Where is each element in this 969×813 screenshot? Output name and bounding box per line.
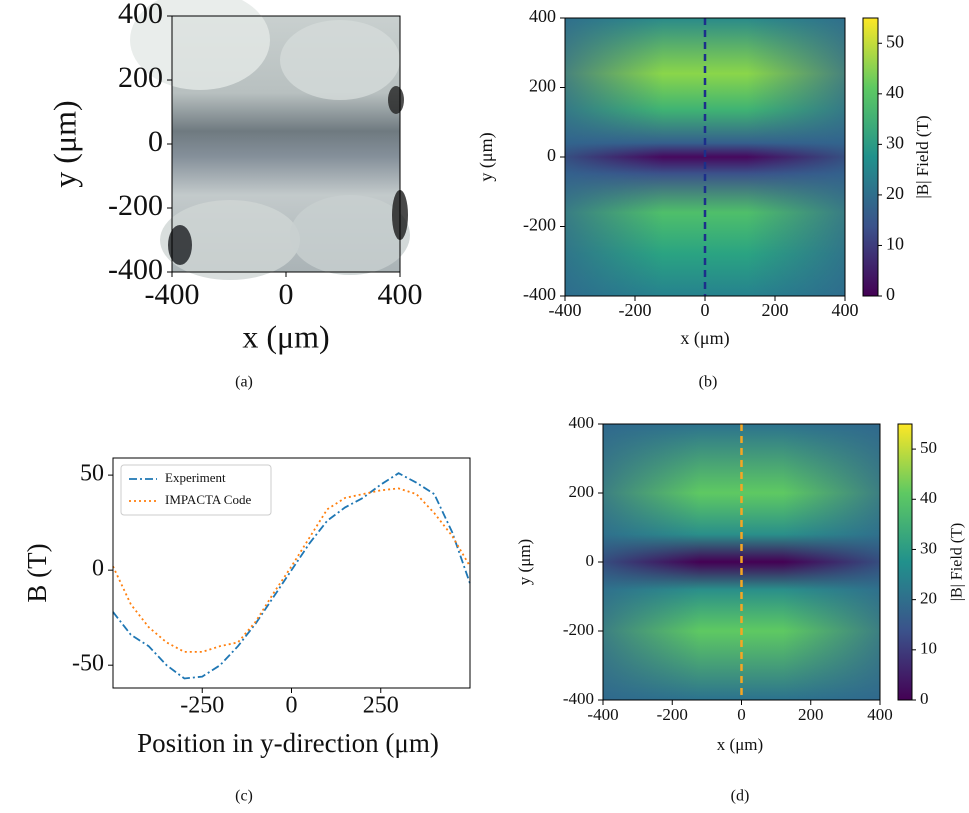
colorbar-tick-label: 10 (886, 234, 904, 254)
y-tick-label: -400 (563, 689, 594, 708)
y-tick-label: 400 (118, 0, 163, 30)
x-tick-label: 400 (378, 278, 423, 311)
colorbar-tick-label: 40 (886, 82, 904, 102)
x-tick-label: 0 (286, 693, 298, 719)
x-tick-label: -200 (657, 705, 688, 724)
x-axis-label: Position in y-direction (μm) (137, 728, 439, 758)
x-tick-label: -400 (145, 278, 200, 311)
panel: 0 10 20 30 40 50 |B| Field (T) -400 -200 0 200 400 -… (515, 413, 966, 805)
panel: 0 10 20 30 40 50 |B| Field (T) -400 -200 0 200 400 -… (476, 6, 932, 391)
y-tick-label: 200 (118, 61, 163, 94)
x-tick-label: -400 (549, 300, 582, 320)
colorbar-tick-label: 30 (886, 132, 904, 152)
x-axis-label: x (μm) (242, 318, 329, 354)
caption: (a) (235, 374, 253, 391)
colorbar (897, 423, 913, 701)
radiograph-feature (160, 200, 300, 280)
x-tick-label: 250 (363, 693, 399, 719)
colorbar-label: |B| Field (T) (949, 523, 966, 601)
colorbar-tick-label: 50 (920, 438, 937, 457)
colorbar-tick-label: 20 (920, 589, 937, 608)
x-tick-label: 200 (798, 705, 824, 724)
y-tick-label: 200 (529, 76, 556, 96)
x-axis-label: x (μm) (680, 328, 729, 349)
colorbar-tick-label: 50 (886, 31, 904, 51)
y-tick-label: 400 (529, 6, 556, 26)
y-tick-label: 0 (586, 551, 595, 570)
y-tick-label: -400 (108, 253, 163, 286)
panel: Experiment IMPACTA Code -250 0 250 -50 0 50 Posi… (22, 457, 471, 805)
caption: (c) (235, 788, 253, 805)
y-axis-label: y (μm) (46, 100, 82, 187)
y-tick-label: -50 (72, 651, 104, 677)
colorbar-tick-label: 10 (920, 639, 937, 658)
radiograph-feature (168, 225, 192, 265)
x-tick-label: 400 (832, 300, 859, 320)
y-axis-label: y (μm) (476, 132, 497, 181)
y-tick-label: 0 (148, 125, 163, 158)
x-tick-label: 200 (762, 300, 789, 320)
y-axis-label: y (μm) (515, 539, 534, 585)
y-tick-label: 400 (569, 413, 595, 432)
y-tick-label: 50 (80, 461, 104, 487)
radiograph-feature (130, 0, 270, 90)
y-tick-label: -400 (523, 284, 556, 304)
colorbar-label: |B| Field (T) (913, 115, 932, 198)
y-tick-label: 0 (92, 556, 104, 582)
series-line (112, 472, 471, 680)
y-tick-label: 0 (547, 145, 556, 165)
colorbar-tick-label: 0 (920, 689, 929, 708)
caption: (b) (699, 374, 718, 391)
y-tick-label: -200 (563, 620, 594, 639)
y-tick-label: 200 (569, 482, 595, 501)
radiograph-feature (388, 86, 404, 114)
x-tick-label: 0 (279, 278, 294, 311)
radiograph-feature (280, 20, 400, 100)
colorbar-tick-label: 30 (920, 538, 937, 557)
radiograph-feature (290, 195, 410, 275)
x-tick-label: 0 (701, 300, 710, 320)
x-tick-label: 0 (737, 705, 746, 724)
legend-label: IMPACTA Code (165, 492, 251, 507)
y-tick-label: -200 (108, 189, 163, 222)
x-tick-label: -400 (587, 705, 618, 724)
caption: (d) (731, 788, 750, 805)
x-axis-label: x (μm) (717, 735, 763, 754)
x-tick-label: -250 (180, 693, 224, 719)
colorbar (862, 17, 879, 297)
x-tick-label: 400 (867, 705, 893, 724)
y-axis-label: B (T) (22, 543, 52, 602)
legend-box (120, 464, 272, 516)
y-tick-label: -200 (523, 215, 556, 235)
legend-label: Experiment (165, 470, 226, 485)
x-tick-label: -200 (619, 300, 652, 320)
colorbar-tick-label: 40 (920, 488, 937, 507)
series-line (112, 487, 471, 653)
colorbar-tick-label: 20 (886, 183, 904, 203)
panel: -400 0 400 -400 -200 0 200 400 x (μm) y (μm) (a) (46, 0, 423, 391)
colorbar-tick-label: 0 (886, 284, 895, 304)
